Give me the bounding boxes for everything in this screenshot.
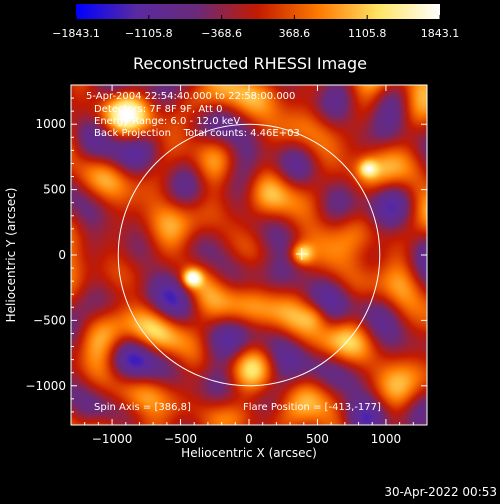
chart-title: Reconstructed RHESSI Image xyxy=(133,54,367,73)
annotation-block: 5-Apr-2004 22:54:40.000 to 22:58:00.000 … xyxy=(86,91,381,413)
annotation-time: 5-Apr-2004 22:54:40.000 to 22:58:00.000 xyxy=(86,91,295,102)
x-axis-label: Heliocentric X (arcsec) xyxy=(181,446,317,460)
heatmap-image xyxy=(71,85,427,425)
y-tick-label: −1000 xyxy=(25,379,66,393)
spin-axis-label: Spin Axis = [386,8] xyxy=(94,402,191,413)
colorbar xyxy=(76,4,440,19)
y-axis-label: Heliocentric Y (arcsec) xyxy=(4,188,18,323)
x-tick-label: 500 xyxy=(306,432,329,446)
colorbar-tick-label: −1105.8 xyxy=(125,27,173,40)
x-tick-label: 0 xyxy=(245,432,253,446)
y-tick-label: −500 xyxy=(33,313,66,327)
x-tick-label: −1000 xyxy=(92,432,133,446)
annotation-method: Back Projection Total counts: 4.46E+03 xyxy=(94,128,300,139)
spin-axis-marker xyxy=(295,247,308,260)
flare-position-label: Flare Position = [-413,-177] xyxy=(243,402,381,413)
y-tick-label: 500 xyxy=(43,183,66,197)
y-tick-label: 1000 xyxy=(35,117,66,131)
solar-limb-circle xyxy=(117,123,381,387)
x-axis: −1000 −500 0 500 1000 xyxy=(84,85,414,446)
colorbar-tick-label: −1843.1 xyxy=(52,27,100,40)
colorbar-tick-label: 1843.1 xyxy=(421,27,460,40)
annotation-detectors: Detectors: 7F 8F 9F, Att 0 xyxy=(94,104,222,115)
colorbar-axis: −1843.1 −1105.8 −368.6 368.6 1105.8 1843.1 xyxy=(52,15,459,40)
footer-timestamp: 30-Apr-2022 00:53 xyxy=(384,485,497,499)
x-tick-label: −500 xyxy=(164,432,197,446)
annotation-energy: Energy Range: 6.0 - 12.0 keV xyxy=(94,116,240,127)
x-tick-label: 1000 xyxy=(371,432,402,446)
colorbar-tick-label: 368.6 xyxy=(279,27,311,40)
y-tick-label: 0 xyxy=(58,248,66,262)
y-axis: −1000 −500 0 500 1000 xyxy=(25,97,427,413)
colorbar-tick-label: −368.6 xyxy=(201,27,242,40)
colorbar-tick-label: 1105.8 xyxy=(348,27,387,40)
